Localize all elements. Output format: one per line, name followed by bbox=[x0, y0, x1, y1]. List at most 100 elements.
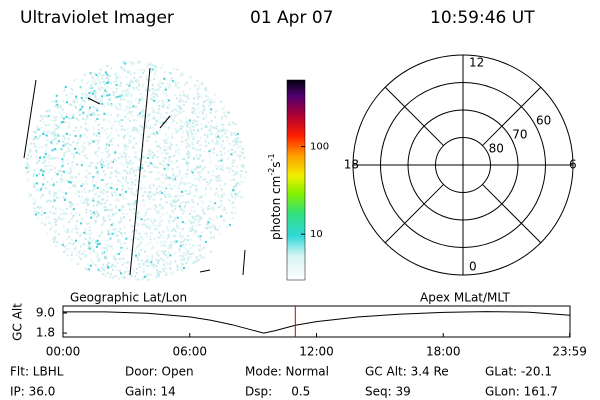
speckle bbox=[108, 218, 111, 221]
speckle bbox=[38, 146, 41, 149]
speckle bbox=[208, 152, 211, 155]
speckle bbox=[63, 137, 66, 140]
speckle bbox=[140, 129, 143, 132]
speckle bbox=[228, 223, 231, 226]
speckle bbox=[102, 189, 105, 191]
speckle bbox=[236, 171, 239, 174]
speckle bbox=[74, 248, 77, 251]
speckle bbox=[62, 212, 65, 215]
speckle bbox=[143, 267, 145, 270]
speckle bbox=[95, 216, 98, 219]
speckle bbox=[162, 230, 165, 233]
speckle bbox=[117, 108, 120, 111]
speckle bbox=[114, 120, 117, 123]
speckle bbox=[56, 103, 59, 106]
speckle bbox=[105, 91, 108, 94]
speckle bbox=[54, 99, 57, 102]
mlt-label: 0 bbox=[469, 260, 477, 274]
speckle bbox=[119, 220, 122, 223]
speckle bbox=[159, 270, 162, 273]
speckle bbox=[47, 216, 50, 219]
speckle bbox=[174, 128, 177, 131]
speckle bbox=[92, 199, 95, 202]
speckle bbox=[147, 149, 150, 152]
speckle bbox=[204, 124, 207, 127]
x-tick-label: 18:00 bbox=[426, 345, 461, 359]
speckle bbox=[215, 133, 217, 136]
speckle bbox=[191, 171, 194, 174]
speckle bbox=[179, 206, 182, 209]
speckle bbox=[101, 151, 104, 154]
speckle bbox=[144, 161, 147, 164]
speckle bbox=[126, 70, 129, 73]
speckle bbox=[117, 240, 120, 243]
speckle bbox=[114, 151, 117, 154]
speckle bbox=[220, 164, 223, 167]
speckle bbox=[46, 110, 48, 113]
speckle bbox=[65, 213, 68, 216]
colorbar-label-part: -1 bbox=[267, 153, 276, 161]
speckle bbox=[78, 138, 80, 141]
speckle bbox=[102, 170, 105, 172]
speckle bbox=[170, 143, 173, 146]
speckle bbox=[84, 227, 87, 230]
speckle bbox=[158, 108, 161, 110]
speckle bbox=[167, 118, 170, 121]
speckle bbox=[117, 239, 119, 242]
speckle bbox=[182, 200, 185, 203]
speckle bbox=[91, 240, 93, 243]
speckle bbox=[186, 193, 189, 196]
speckle bbox=[186, 168, 189, 171]
speckle bbox=[109, 160, 112, 163]
speckle bbox=[209, 149, 212, 152]
speckle bbox=[176, 159, 179, 162]
speckle bbox=[171, 121, 174, 124]
speckle bbox=[122, 169, 125, 172]
speckle bbox=[136, 213, 139, 216]
speckle bbox=[41, 145, 44, 148]
speckle bbox=[168, 104, 171, 107]
speckle bbox=[151, 132, 154, 135]
speckle bbox=[166, 142, 169, 145]
speckle bbox=[196, 115, 199, 118]
info-field: IP: 36.0 bbox=[10, 385, 55, 399]
speckle bbox=[40, 214, 43, 216]
speckle bbox=[51, 226, 54, 228]
speckle bbox=[61, 108, 64, 111]
speckle bbox=[93, 133, 96, 136]
speckle bbox=[146, 208, 149, 211]
speckle bbox=[144, 191, 147, 194]
speckle bbox=[57, 169, 60, 172]
speckle bbox=[171, 199, 174, 202]
speckle bbox=[69, 144, 72, 147]
speckle bbox=[116, 221, 119, 224]
speckle bbox=[197, 107, 200, 110]
speckle bbox=[161, 82, 164, 85]
speckle bbox=[173, 216, 176, 219]
speckle bbox=[98, 72, 101, 75]
speckle bbox=[37, 137, 40, 140]
speckle bbox=[152, 111, 155, 113]
radial-line bbox=[384, 86, 444, 146]
speckle bbox=[35, 211, 37, 214]
speckle bbox=[139, 75, 142, 78]
speckle bbox=[133, 126, 136, 129]
speckle bbox=[65, 150, 68, 153]
speckle bbox=[51, 157, 54, 160]
speckle bbox=[91, 75, 94, 78]
speckle bbox=[165, 267, 168, 270]
speckle bbox=[196, 97, 199, 100]
speckle bbox=[92, 111, 95, 114]
speckle bbox=[163, 125, 165, 128]
speckle bbox=[156, 150, 159, 153]
speckle bbox=[157, 273, 160, 276]
speckle bbox=[138, 158, 141, 161]
speckle bbox=[89, 267, 92, 270]
speckle bbox=[93, 91, 96, 94]
speckle bbox=[56, 241, 59, 243]
speckle bbox=[125, 162, 128, 164]
speckle bbox=[136, 80, 139, 83]
x-tick-label: 12:00 bbox=[299, 345, 334, 359]
speckle bbox=[221, 115, 224, 118]
speckle bbox=[217, 174, 220, 177]
